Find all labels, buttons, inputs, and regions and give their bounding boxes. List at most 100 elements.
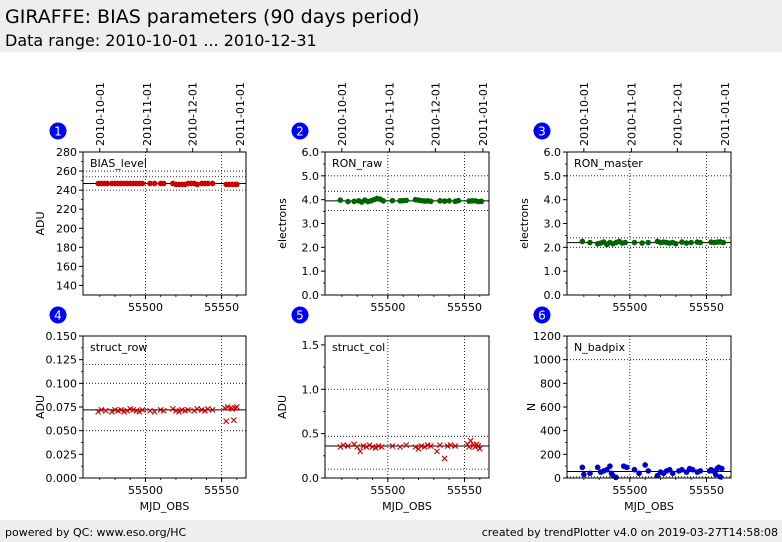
date-tick-label: 2011-01-01 — [719, 82, 732, 146]
data-point — [204, 405, 211, 412]
data-point — [351, 198, 357, 205]
data-point — [209, 180, 216, 187]
y-tick-label: 140 — [56, 279, 77, 292]
data-point — [594, 464, 601, 471]
data-point — [421, 443, 428, 450]
y-tick-label: 160 — [56, 260, 77, 273]
data-point — [642, 462, 648, 468]
data-point — [108, 408, 115, 415]
y-tick-label: 5.0 — [302, 170, 320, 183]
chart-panel-2: 0.0 1.0 2.0 3.0 4.0 5.0 6.0 55500 55550 2010-10-0… — [276, 82, 490, 314]
y-tick-label: 4.0 — [544, 194, 562, 207]
data-point — [613, 474, 619, 481]
data-point — [689, 466, 696, 473]
panel-number-badge — [291, 306, 309, 324]
data-point — [151, 180, 158, 187]
data-point — [366, 442, 373, 449]
data-point — [151, 408, 158, 415]
data-point — [147, 180, 153, 187]
panel-number-badge — [291, 122, 309, 140]
data-point — [712, 471, 719, 478]
y-tick-label: 6.0 — [544, 146, 562, 159]
panel-label: struct_col — [332, 341, 385, 354]
date-tick-label: 2010-12-01 — [187, 82, 200, 146]
y-tick-label: 600 — [540, 401, 561, 414]
y-tick-label: 0.075 — [46, 401, 78, 414]
y-axis-label: ADU — [34, 395, 47, 419]
data-point — [437, 198, 443, 204]
data-point — [209, 406, 216, 413]
data-point — [354, 443, 361, 450]
y-tick-label: 800 — [540, 377, 561, 390]
y-tick-label: 0.125 — [46, 354, 78, 367]
data-point — [345, 443, 351, 450]
y-tick-label: 260 — [56, 165, 77, 178]
panel-label: N_badpix — [574, 341, 625, 354]
data-point — [683, 240, 690, 246]
data-point — [363, 443, 370, 450]
y-tick-label: 2.0 — [544, 241, 562, 254]
data-point — [403, 442, 410, 449]
data-point — [201, 407, 208, 414]
plot-frame — [324, 335, 490, 479]
date-tick-label: 2010-11-01 — [141, 82, 154, 146]
data-point — [340, 442, 347, 449]
footer-created-by: created by trendPlotter v4.0 on 2019-03-… — [481, 526, 778, 539]
data-point — [441, 198, 448, 204]
data-point — [476, 445, 483, 452]
data-point — [623, 464, 630, 471]
panel-label: struct_row — [90, 341, 147, 354]
data-point — [380, 198, 387, 204]
data-point — [233, 404, 240, 410]
x-tick-label: 55550 — [204, 301, 239, 314]
x-tick-label: 55550 — [447, 484, 482, 497]
data-point — [118, 406, 125, 413]
data-point — [98, 406, 105, 413]
data-point — [412, 443, 419, 450]
y-axis-label: electrons — [276, 198, 289, 249]
panel-number-label: 4 — [54, 309, 62, 323]
x-axis-label: MJD_OBS — [140, 500, 190, 513]
x-tick-label: 55500 — [370, 301, 405, 314]
panel-number-badge — [533, 122, 551, 140]
panel-label: BIAS_level — [90, 157, 147, 170]
data-point — [389, 197, 396, 204]
data-point — [124, 407, 131, 414]
y-tick-label: 0.050 — [46, 425, 78, 438]
panel-number-label: 2 — [296, 125, 304, 139]
data-point — [194, 405, 201, 412]
y-tick-label: 4.0 — [302, 194, 320, 207]
y-axis-label: ADU — [276, 395, 289, 419]
panel-number-badge — [49, 306, 67, 324]
data-point — [427, 443, 434, 450]
x-tick-label: 55550 — [689, 301, 724, 314]
date-tick-label: 2010-10-01 — [94, 82, 107, 146]
panel-label: RON_raw — [332, 157, 382, 170]
data-point — [169, 405, 176, 412]
panel-number-label: 1 — [54, 125, 62, 139]
data-point — [389, 443, 396, 450]
y-tick-label: 200 — [540, 448, 561, 461]
data-point — [139, 406, 146, 413]
data-point — [433, 448, 440, 455]
data-point — [579, 464, 586, 471]
data-point — [357, 448, 364, 455]
data-range-subtitle: Data range: 2010-10-01 ... 2010-12-31 — [5, 31, 317, 50]
date-tick-label: 2010-10-01 — [336, 82, 349, 146]
y-tick-label: 2.0 — [302, 241, 320, 254]
data-point — [139, 180, 146, 187]
x-tick-label: 55500 — [612, 301, 647, 314]
data-point — [478, 198, 485, 205]
y-tick-label: 1.0 — [302, 265, 320, 278]
chart-panel-6: 0 200 400 600 800 1000 1200 55500 55550 N_badpix N… — [525, 306, 732, 513]
y-tick-label: 3.0 — [302, 218, 320, 231]
y-axis-label: ADU — [34, 211, 47, 235]
date-tick-label: 2010-11-01 — [625, 82, 638, 146]
data-point — [679, 239, 685, 245]
y-tick-label: 0.100 — [46, 377, 78, 390]
y-tick-label: 3.0 — [544, 218, 562, 231]
data-point — [205, 180, 211, 187]
data-point — [466, 443, 473, 450]
panel-number-label: 5 — [296, 309, 304, 323]
